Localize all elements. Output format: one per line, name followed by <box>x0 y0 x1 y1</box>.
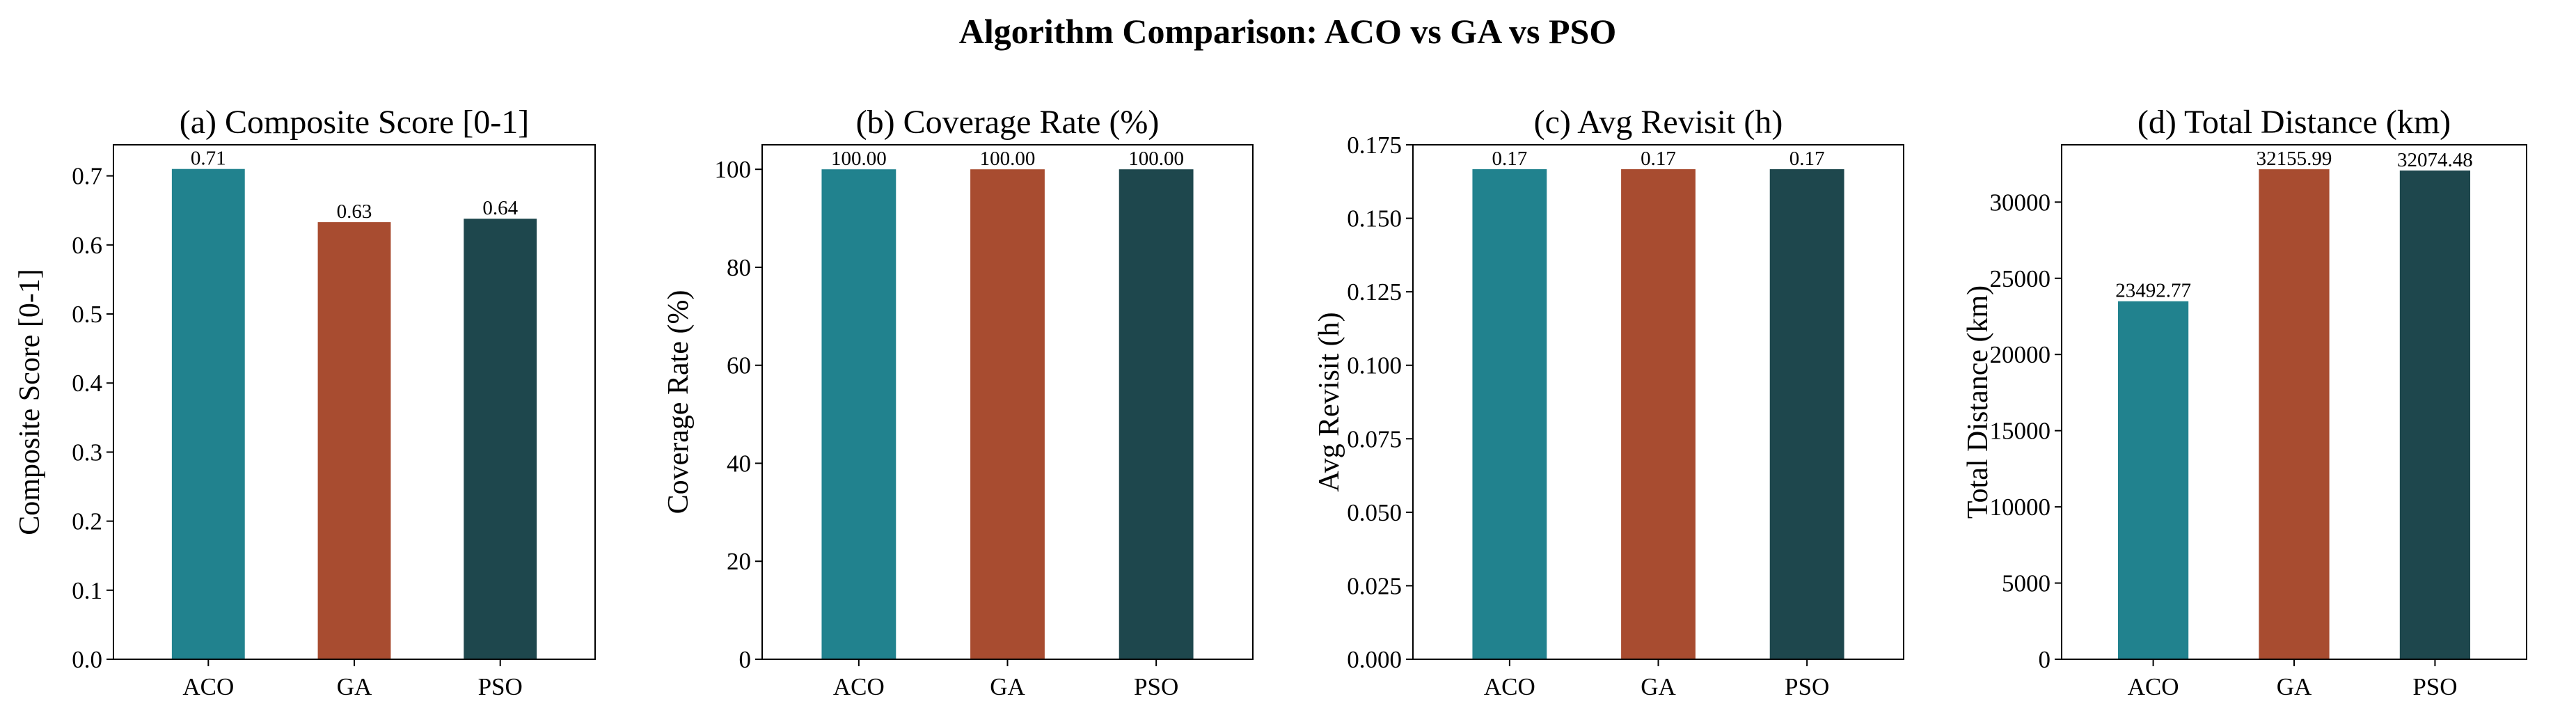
data-label-aco: 0.17 <box>1492 148 1527 170</box>
panel-coverage-rate: (b) Coverage Rate (%) Coverage Rate (%) 10… <box>663 104 1254 700</box>
axes-frame <box>113 144 596 660</box>
x-tick-label-ga: GA <box>990 673 1025 700</box>
y-tick-label: 0 <box>2039 646 2051 673</box>
data-label-aco: 100.00 <box>831 148 887 170</box>
data-label-ga: 0.17 <box>1641 148 1676 170</box>
y-tick-label: 0.6 <box>72 232 102 259</box>
x-tick-label-aco: ACO <box>833 673 885 700</box>
y-tick-label: 30000 <box>1990 189 2051 216</box>
data-label-pso: 0.64 <box>482 197 518 219</box>
bar-pso <box>464 219 537 659</box>
x-tick-label-aco: ACO <box>182 673 234 700</box>
x-tick-label-aco: ACO <box>1484 673 1535 700</box>
bar-aco <box>171 168 245 659</box>
y-tick-label: 0.175 <box>1347 132 1402 159</box>
panel-composite-score: (a) Composite Score [0-1] Composite Score… <box>14 104 596 700</box>
axes-frame <box>2061 144 2527 660</box>
bar-ga <box>1621 169 1696 660</box>
bar-aco <box>821 169 896 659</box>
bar-ga <box>317 222 391 659</box>
y-tick-label: 0.050 <box>1347 499 1402 526</box>
y-tick-label: 0.075 <box>1347 425 1402 452</box>
panel-title: (d) Total Distance (km) <box>2138 104 2451 141</box>
panel-title: (b) Coverage Rate (%) <box>856 104 1160 141</box>
y-tick-label: 0.5 <box>72 301 102 328</box>
y-tick-label: 0.4 <box>72 370 102 397</box>
y-tick-label: 0.025 <box>1347 572 1402 599</box>
axes-frame <box>761 144 1254 660</box>
y-axis-label: Avg Revisit (h) <box>1313 312 1345 491</box>
figure-title: Algorithm Comparison: ACO vs GA vs PSO <box>959 12 1617 51</box>
y-tick-label: 0 <box>739 646 752 673</box>
x-tick-label-ga: GA <box>2277 673 2312 700</box>
x-tick-label-pso: PSO <box>478 673 523 700</box>
bar-ga <box>970 169 1045 659</box>
panel-total-distance: (d) Total Distance (km) Total Distance (k… <box>1962 104 2527 700</box>
data-label-pso: 0.17 <box>1789 148 1825 170</box>
data-label-ga: 32155.99 <box>2257 148 2332 170</box>
bar-pso <box>1769 169 1844 660</box>
panel-title: (c) Avg Revisit (h) <box>1534 104 1783 141</box>
y-tick-label: 0.100 <box>1347 352 1402 379</box>
bar-ga <box>2259 169 2330 660</box>
y-tick-label: 0.7 <box>72 163 102 190</box>
panel-avg-revisit: (c) Avg Revisit (h) Avg Revisit (h) 0.17 0.… <box>1313 104 1904 700</box>
bar-pso <box>1119 169 1194 659</box>
data-label-aco: 0.71 <box>191 148 226 170</box>
y-axis-label: Coverage Rate (%) <box>663 290 695 514</box>
y-tick-label: 100 <box>715 156 752 183</box>
y-axis-label: Total Distance (km) <box>1962 285 1994 519</box>
panel-title: (a) Composite Score [0-1] <box>180 104 530 141</box>
x-tick-label-ga: GA <box>337 673 372 700</box>
y-tick-label: 0.000 <box>1347 646 1402 673</box>
x-tick-label-pso: PSO <box>1785 673 1829 700</box>
y-tick-label: 0.125 <box>1347 278 1402 306</box>
y-tick-label: 10000 <box>1990 494 2051 521</box>
y-axis-label: Composite Score [0-1] <box>14 269 46 535</box>
y-tick-label: 0.3 <box>72 439 102 466</box>
y-tick-label: 20000 <box>1990 341 2051 368</box>
axes-frame <box>1412 144 1904 660</box>
y-tick-label: 0.150 <box>1347 205 1402 233</box>
y-tick-label: 60 <box>727 352 751 379</box>
data-label-ga: 0.63 <box>337 200 372 223</box>
y-tick-label: 0.0 <box>72 646 102 673</box>
x-tick-label-pso: PSO <box>1134 673 1178 700</box>
data-label-ga: 100.00 <box>980 148 1036 170</box>
x-tick-label-ga: GA <box>1641 673 1676 700</box>
data-label-pso: 32074.48 <box>2397 149 2473 171</box>
bar-aco <box>2117 301 2189 660</box>
x-tick-label-aco: ACO <box>2128 673 2179 700</box>
y-tick-label: 5000 <box>2002 570 2050 597</box>
y-tick-label: 40 <box>727 450 751 477</box>
y-tick-label: 0.1 <box>72 577 102 604</box>
subplots: (a) Composite Score [0-1] Composite Score… <box>14 104 2527 700</box>
x-tick-label-pso: PSO <box>2412 673 2457 700</box>
y-tick-label: 25000 <box>1990 265 2051 292</box>
data-label-pso: 100.00 <box>1128 148 1184 170</box>
y-tick-label: 0.2 <box>72 508 102 535</box>
data-label-aco: 23492.77 <box>2115 280 2191 302</box>
y-tick-label: 15000 <box>1990 418 2051 445</box>
bar-aco <box>1472 169 1547 660</box>
y-tick-label: 80 <box>727 254 751 281</box>
y-tick-label: 20 <box>727 548 751 575</box>
bar-pso <box>2399 170 2471 660</box>
